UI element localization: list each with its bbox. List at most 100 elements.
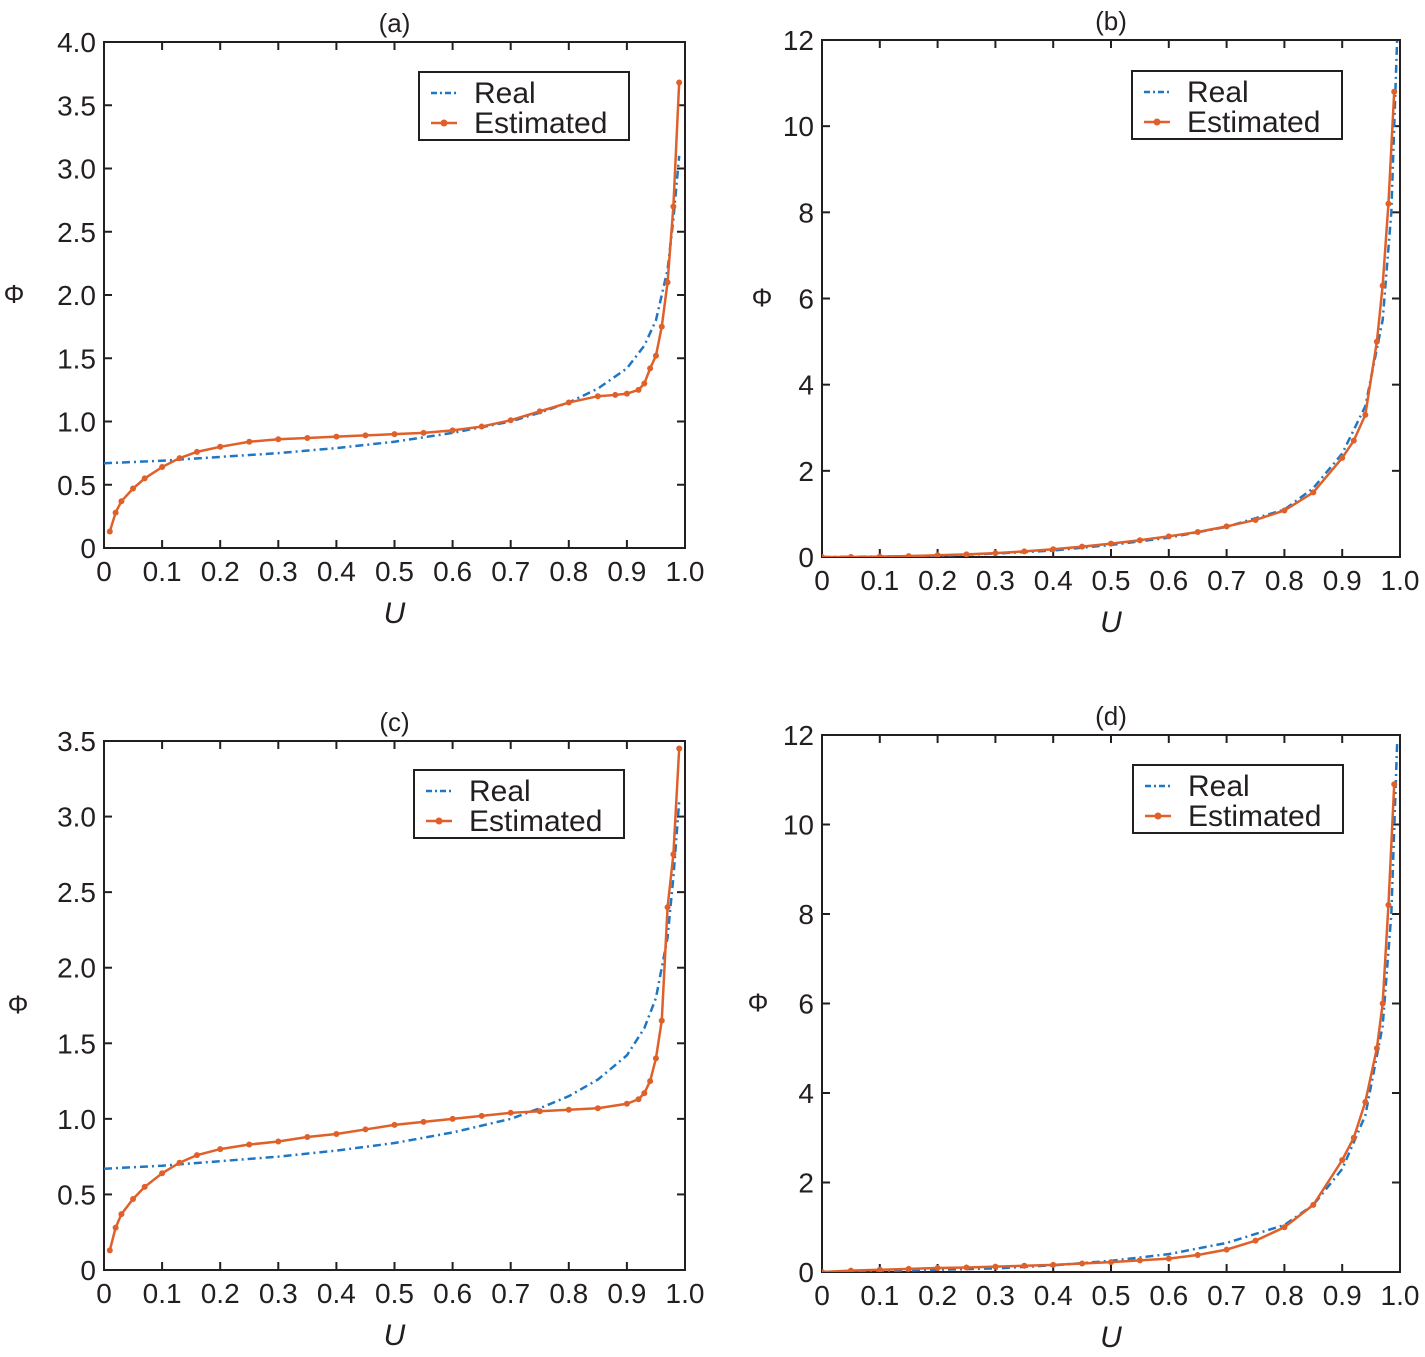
data-point-estimated	[478, 1112, 485, 1119]
x-tick-label: 0.7	[1207, 1280, 1246, 1311]
legend-box	[418, 71, 630, 141]
x-tick-label: 0.4	[1034, 1280, 1073, 1311]
data-point-estimated	[1362, 411, 1369, 418]
data-point-estimated	[963, 1264, 970, 1271]
y-tick-label: 3.5	[57, 90, 96, 121]
series-line-estimated	[822, 784, 1396, 1272]
y-tick-label: 2.5	[57, 217, 96, 248]
y-tick-label: 2.0	[57, 953, 96, 984]
x-axis-label: U	[384, 1319, 406, 1352]
y-tick-label: 0	[80, 1255, 96, 1286]
data-point-estimated	[507, 1109, 514, 1116]
data-point-estimated	[876, 553, 883, 557]
x-tick-label: 0	[814, 1280, 830, 1311]
data-point-estimated	[670, 203, 677, 210]
data-point-estimated	[1362, 1098, 1369, 1105]
data-point-estimated	[246, 1141, 253, 1148]
y-tick-label: 3.0	[57, 154, 96, 185]
data-point-estimated	[176, 1159, 183, 1166]
data-point-estimated	[1108, 540, 1114, 547]
x-tick-label: 0.6	[1149, 565, 1188, 596]
x-tick-label: 1.0	[666, 556, 705, 587]
x-tick-label: 0.4	[317, 1278, 356, 1309]
x-tick-label: 0.1	[143, 1278, 182, 1309]
legend-marker-estimated	[1154, 812, 1162, 820]
x-tick-label: 0.9	[1323, 1280, 1362, 1311]
data-point-estimated	[565, 1106, 572, 1113]
data-point-estimated	[565, 399, 572, 406]
data-point-estimated	[822, 1269, 825, 1272]
data-point-estimated	[391, 431, 398, 438]
data-point-estimated	[594, 393, 601, 400]
data-point-estimated	[507, 417, 514, 424]
legend-marker-estimated	[440, 119, 448, 127]
data-point-estimated	[641, 1090, 648, 1097]
series-estimated	[822, 781, 1398, 1272]
y-tick-label: 0	[798, 542, 814, 573]
x-axis-label: U	[1100, 1321, 1122, 1354]
data-point-estimated	[362, 1126, 369, 1133]
y-tick-label: 2.5	[57, 877, 96, 908]
data-point-estimated	[193, 448, 200, 455]
data-point-estimated	[536, 1108, 543, 1115]
x-tick-label: 0.4	[317, 556, 356, 587]
series-estimated	[106, 745, 683, 1254]
y-tick-label: 10	[783, 810, 814, 841]
series-line-estimated	[108, 82, 681, 532]
data-point-estimated	[106, 1247, 113, 1254]
x-tick-label: 0.8	[549, 1278, 588, 1309]
x-tick-label: 0.5	[375, 556, 414, 587]
x-tick-label: 0.3	[259, 1278, 298, 1309]
data-point-estimated	[1223, 523, 1230, 530]
data-point-estimated	[478, 423, 485, 430]
data-point-estimated	[658, 323, 665, 330]
x-tick-label: 0.3	[976, 1280, 1015, 1311]
series-real	[822, 743, 1399, 1272]
data-point-estimated	[1050, 1261, 1057, 1268]
x-tick-label: 0	[814, 565, 830, 596]
data-point-estimated	[1050, 546, 1057, 553]
chart-title: (a)	[379, 8, 411, 38]
legend-label: Real	[1187, 76, 1249, 109]
legend-box	[1132, 764, 1344, 834]
y-tick-label: 4	[798, 1078, 814, 1109]
series-real	[104, 155, 681, 465]
data-point-estimated	[594, 1105, 601, 1112]
x-tick-label: 0.1	[860, 565, 899, 596]
y-tick-label: 10	[783, 111, 814, 142]
data-point-estimated	[1379, 1000, 1386, 1007]
series-estimated	[106, 79, 683, 535]
data-point-estimated	[333, 433, 340, 440]
data-point-estimated	[876, 1266, 883, 1272]
y-tick-label: 4.0	[57, 27, 96, 58]
x-tick-label: 0.8	[549, 556, 588, 587]
data-point-estimated	[992, 550, 999, 557]
data-point-estimated	[176, 455, 183, 462]
data-point-estimated	[118, 498, 125, 505]
y-tick-label: 6	[798, 989, 814, 1020]
data-point-estimated	[130, 1195, 137, 1202]
y-tick-label: 4	[798, 370, 814, 401]
legend-label: Real	[1188, 770, 1250, 803]
x-tick-label: 0.4	[1034, 565, 1073, 596]
data-point-estimated	[246, 438, 253, 445]
data-point-estimated	[1021, 548, 1028, 555]
data-point-estimated	[1385, 200, 1392, 207]
y-tick-label: 1.0	[57, 1104, 96, 1135]
data-point-estimated	[106, 528, 113, 535]
x-tick-label: 0.1	[143, 556, 182, 587]
data-point-estimated	[1310, 1201, 1317, 1208]
y-tick-label: 2.0	[57, 280, 96, 311]
y-tick-label: 1.5	[57, 343, 96, 374]
data-point-estimated	[641, 380, 648, 387]
x-tick-label: 0.2	[918, 1280, 957, 1311]
x-tick-label: 0.7	[491, 556, 530, 587]
series-line-real	[104, 801, 681, 1170]
data-point-estimated	[647, 1078, 654, 1085]
chart-title: (b)	[1095, 6, 1127, 36]
data-point-estimated	[847, 554, 854, 557]
y-tick-label: 3.0	[57, 802, 96, 833]
data-point-estimated	[1373, 338, 1380, 345]
